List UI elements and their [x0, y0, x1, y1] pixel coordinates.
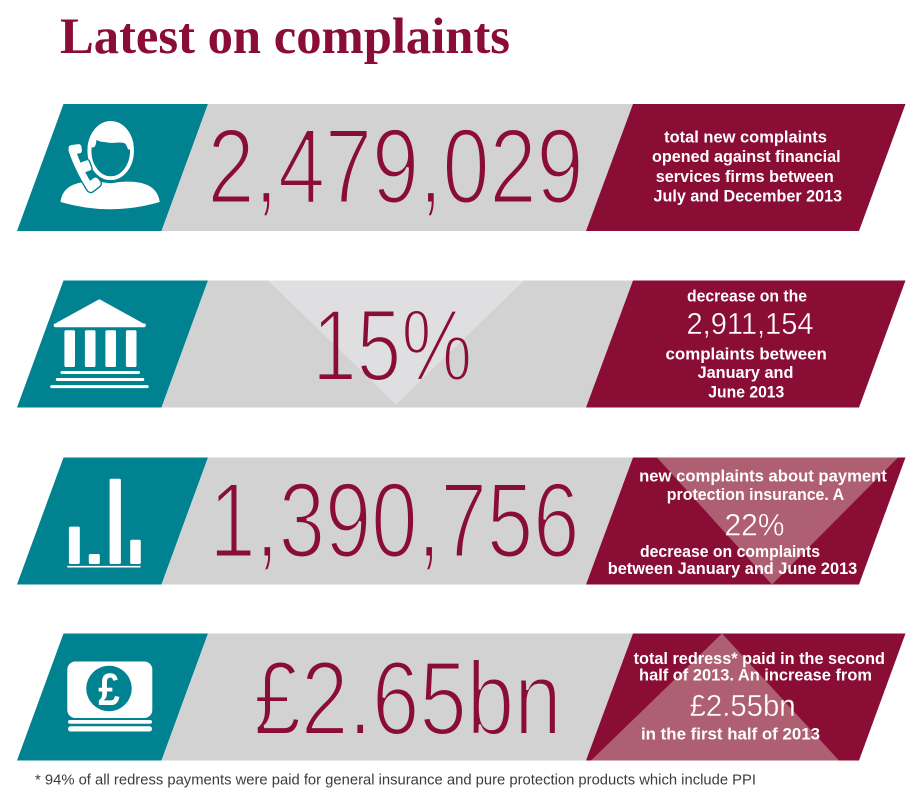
svg-text:* 94% of all redress payments: * 94% of all redress payments were paid …: [35, 772, 756, 789]
svg-text:15%: 15%: [312, 289, 472, 403]
svg-text:in the first half of 2013: in the first half of 2013: [641, 725, 820, 744]
svg-text:total redress* paid in the sec: total redress* paid in the second: [634, 649, 885, 668]
svg-text:services firms between: services firms between: [656, 167, 834, 186]
svg-text:2,911,154: 2,911,154: [687, 306, 814, 341]
svg-text:£2.55bn: £2.55bn: [690, 688, 796, 723]
svg-text:2,479,029: 2,479,029: [208, 106, 584, 226]
svg-text:complaints between: complaints between: [666, 345, 827, 364]
svg-text:June 2013: June 2013: [708, 383, 784, 402]
svg-text:opened against financial: opened against financial: [652, 147, 841, 166]
svg-text:1,390,756: 1,390,756: [209, 460, 579, 580]
svg-text:half of 2013. An increase from: half of 2013. An increase from: [639, 665, 872, 684]
svg-text:decrease on the: decrease on the: [687, 287, 807, 306]
svg-text:between January and June 2013: between January and June 2013: [608, 559, 858, 578]
svg-text:£2.65bn: £2.65bn: [254, 641, 562, 758]
svg-text:Latest on complaints: Latest on complaints: [60, 8, 510, 64]
svg-text:January and: January and: [698, 363, 794, 382]
svg-text:15%: 15%: [312, 289, 472, 403]
svg-text:decrease on complaints: decrease on complaints: [640, 542, 820, 561]
svg-text:22%: 22%: [725, 506, 785, 542]
svg-text:July and December 2013: July and December 2013: [654, 187, 843, 206]
svg-text:total new complaints: total new complaints: [664, 127, 827, 146]
svg-text:protection insurance. A: protection insurance. A: [667, 485, 844, 504]
svg-text:£: £: [98, 664, 120, 715]
svg-text:new complaints about payment: new complaints about payment: [639, 466, 887, 485]
